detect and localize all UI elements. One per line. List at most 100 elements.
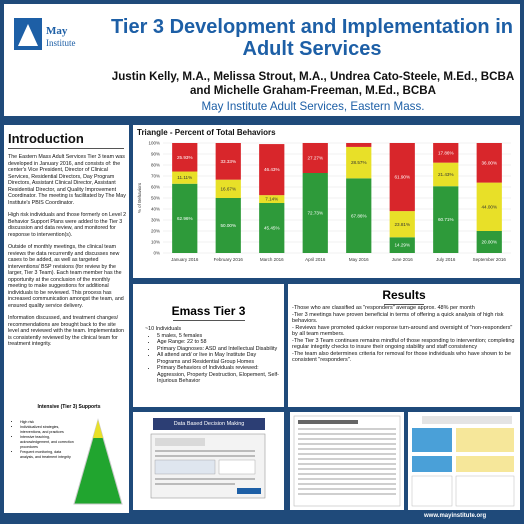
pyramid-item: High risk bbox=[20, 420, 74, 425]
flowchart-image-icon bbox=[411, 416, 515, 507]
pyramid-item: Individualized strategies, interventions… bbox=[20, 425, 74, 435]
poster-title: Tier 3 Development and Implementation in… bbox=[111, 16, 513, 60]
pyramid-list: High risk Individualized strategies, int… bbox=[14, 420, 74, 460]
results-line: -The team also determines criteria for r… bbox=[292, 350, 511, 364]
data-label: 28.57% bbox=[351, 160, 367, 165]
pyramid-item: Frequent monitoring, data analysis, and … bbox=[20, 450, 74, 460]
y-tick-label: 40% bbox=[151, 207, 160, 212]
y-tick-label: 60% bbox=[151, 185, 160, 190]
bar-segment bbox=[476, 182, 502, 231]
data-label: 25.93% bbox=[177, 155, 193, 160]
svg-text:Institute: Institute bbox=[46, 38, 76, 48]
results-divider bbox=[384, 304, 424, 305]
data-label: 27.27% bbox=[307, 156, 323, 161]
tier3-pyramid-figure: Intensive (Tier 3) Supports High risk In… bbox=[12, 404, 126, 508]
y-tick-label: 20% bbox=[151, 229, 160, 234]
dashboard-image-icon bbox=[150, 433, 266, 499]
data-label: 33.33% bbox=[220, 159, 236, 164]
data-label: 16.67% bbox=[220, 186, 236, 191]
footer-url: www.mayinstitute.org bbox=[424, 513, 487, 519]
data-label: 61.90% bbox=[394, 175, 410, 180]
bar-segment bbox=[476, 231, 502, 253]
bar-segment bbox=[346, 143, 372, 147]
results-panel: Results -Those who are classified as "re… bbox=[288, 284, 520, 407]
data-label: 36.00% bbox=[481, 160, 497, 165]
poster-authors: Justin Kelly, M.A., Melissa Strout, M.A.… bbox=[111, 70, 515, 97]
pyramid-triangle-icon bbox=[73, 418, 123, 505]
results-line: -Tier 3 meetings have proven beneficial … bbox=[292, 311, 504, 325]
intro-paragraph: Outside of monthly meetings, the clinica… bbox=[8, 244, 124, 309]
emass-item: All attend and/ or live in May Institute… bbox=[157, 352, 281, 365]
data-label: 23.81% bbox=[394, 222, 410, 227]
introduction-text: The Eastern Mass Adult Services Tier 3 t… bbox=[8, 154, 128, 354]
y-tick-label: 100% bbox=[148, 141, 160, 146]
may-institute-logo: May Institute bbox=[10, 10, 102, 68]
data-dashboard-thumbnail: Data Based Decision Making bbox=[133, 412, 284, 510]
x-tick-label: April 2016 bbox=[305, 257, 326, 262]
svg-text:May: May bbox=[46, 25, 68, 37]
bar-segment bbox=[259, 195, 285, 204]
flowchart-thumbnail bbox=[408, 412, 520, 510]
results-line: -Those who are classified as "responders… bbox=[292, 305, 475, 311]
x-tick-label: January 2016 bbox=[171, 257, 199, 262]
dashboard-banner: Data Based Decision Making bbox=[153, 418, 265, 430]
bar-segment bbox=[215, 143, 241, 180]
results-heading: Results bbox=[382, 288, 426, 302]
y-tick-label: 0% bbox=[153, 251, 160, 256]
introduction-heading: Introduction bbox=[8, 131, 84, 146]
intro-paragraph: The Eastern Mass Adult Services Tier 3 t… bbox=[8, 154, 126, 206]
x-tick-label: February 2016 bbox=[214, 257, 244, 262]
data-label: 72.73% bbox=[307, 211, 323, 216]
chart-title: Triangle - Percent of Total Behaviors bbox=[137, 128, 276, 137]
stacked-bar-chart: 0% 10% 20% 30% 40% 50% 60% 70% 80% 90% 100% % of Be… bbox=[137, 141, 511, 262]
data-label: 7.14% bbox=[265, 197, 278, 202]
bar-segment bbox=[172, 143, 198, 172]
data-label: 17.86% bbox=[438, 150, 454, 155]
introduction-panel: Introduction The Eastern Mass Adult Serv… bbox=[4, 125, 129, 513]
data-label: 50.00% bbox=[220, 223, 236, 228]
poster-header: May Institute Tier 3 Development and Imp… bbox=[4, 4, 520, 116]
data-label: 45.45% bbox=[264, 226, 280, 231]
emass-item: 5 males, 5 females bbox=[157, 333, 281, 340]
emass-divider bbox=[173, 320, 245, 321]
data-form-image-icon bbox=[293, 415, 401, 507]
bar-segment bbox=[389, 237, 415, 253]
y-tick-label: 10% bbox=[151, 240, 160, 245]
x-tick-label: June 2016 bbox=[392, 257, 414, 262]
data-label: 46.43% bbox=[264, 167, 280, 172]
results-line: - Reviews have promoted quicker response… bbox=[292, 324, 513, 338]
pyramid-title: Intensive (Tier 3) Supports bbox=[37, 404, 101, 410]
y-tick-label: 90% bbox=[151, 152, 160, 157]
bar-segment bbox=[346, 146, 372, 179]
y-tick-label: 70% bbox=[151, 174, 160, 179]
emass-tier3-panel: Emass Tier 3 ~10 Individuals 5 males, 5 … bbox=[133, 284, 284, 407]
data-label: 62.96% bbox=[177, 216, 193, 221]
x-tick-label: July 2016 bbox=[436, 257, 456, 262]
data-label: 44.00% bbox=[481, 204, 497, 209]
data-form-thumbnail bbox=[290, 412, 404, 510]
intro-paragraph: High risk individuals and those formerly… bbox=[8, 212, 127, 238]
behaviors-chart-panel: Triangle - Percent of Total Behaviors 0%… bbox=[133, 125, 520, 278]
bar-segment bbox=[476, 143, 502, 183]
y-axis-label: % of Behaviors bbox=[137, 182, 142, 213]
bar-segment bbox=[302, 143, 328, 173]
y-tick-label: 80% bbox=[151, 163, 160, 168]
emass-lead: ~10 Individuals bbox=[145, 326, 182, 332]
emass-item: Primary Diagnoses: ASD and Intellectual … bbox=[157, 346, 281, 353]
bar-segment bbox=[433, 186, 459, 253]
bar-segment bbox=[172, 171, 198, 184]
bar-segment bbox=[389, 143, 415, 212]
data-label: 60.71% bbox=[438, 217, 454, 222]
y-tick-label: 50% bbox=[151, 196, 160, 201]
poster-affiliation: May Institute Adult Services, Eastern Ma… bbox=[201, 100, 425, 113]
bar-segment bbox=[346, 178, 372, 253]
x-tick-label: May 2016 bbox=[349, 257, 369, 262]
intro-paragraph: Information discussed, and treatment cha… bbox=[8, 315, 125, 347]
data-label: 20.00% bbox=[481, 240, 497, 245]
bar-segment bbox=[302, 172, 328, 253]
bar-segment bbox=[215, 179, 241, 198]
emass-heading: Emass Tier 3 bbox=[171, 304, 246, 318]
bar-segment bbox=[172, 183, 198, 253]
results-body: -Those who are classified as "responders… bbox=[292, 305, 518, 364]
emass-list: 5 males, 5 females Age Range: 22 to 58 P… bbox=[145, 333, 281, 385]
